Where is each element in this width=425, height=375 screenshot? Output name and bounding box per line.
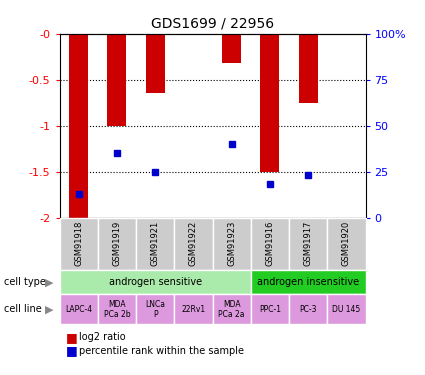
Bar bbox=[60, 294, 98, 324]
Text: GSM91922: GSM91922 bbox=[189, 221, 198, 266]
Text: androgen insensitive: androgen insensitive bbox=[257, 277, 359, 287]
Bar bbox=[289, 294, 327, 324]
Text: ■: ■ bbox=[66, 331, 78, 344]
Bar bbox=[251, 270, 366, 294]
Text: GSM91923: GSM91923 bbox=[227, 221, 236, 266]
Bar bbox=[136, 294, 174, 324]
Text: LAPC-4: LAPC-4 bbox=[65, 305, 92, 314]
Bar bbox=[222, 34, 241, 63]
Bar bbox=[327, 294, 366, 324]
Bar bbox=[212, 217, 251, 270]
Text: ■: ■ bbox=[66, 344, 78, 357]
Bar bbox=[260, 34, 280, 172]
Text: log2 ratio: log2 ratio bbox=[79, 333, 125, 342]
Text: MDA
PCa 2b: MDA PCa 2b bbox=[104, 300, 130, 319]
Text: GSM91918: GSM91918 bbox=[74, 221, 83, 266]
Bar bbox=[251, 294, 289, 324]
Bar bbox=[174, 294, 212, 324]
Text: GDS1699 / 22956: GDS1699 / 22956 bbox=[151, 17, 274, 31]
Bar bbox=[327, 217, 366, 270]
Bar bbox=[251, 217, 289, 270]
Bar bbox=[174, 217, 212, 270]
Bar bbox=[98, 217, 136, 270]
Text: cell type: cell type bbox=[4, 277, 46, 287]
Bar bbox=[289, 217, 327, 270]
Text: PC-3: PC-3 bbox=[299, 305, 317, 314]
Text: GSM91917: GSM91917 bbox=[303, 221, 313, 266]
Bar bbox=[145, 34, 164, 93]
Text: DU 145: DU 145 bbox=[332, 305, 360, 314]
Text: GSM91921: GSM91921 bbox=[150, 221, 160, 266]
Text: cell line: cell line bbox=[4, 304, 42, 314]
Text: androgen sensitive: androgen sensitive bbox=[108, 277, 202, 287]
Text: GSM91920: GSM91920 bbox=[342, 221, 351, 266]
Bar bbox=[107, 34, 127, 126]
Text: ▶: ▶ bbox=[45, 304, 53, 314]
Text: percentile rank within the sample: percentile rank within the sample bbox=[79, 346, 244, 355]
Text: GSM91919: GSM91919 bbox=[112, 221, 122, 266]
Bar bbox=[98, 294, 136, 324]
Bar bbox=[136, 217, 174, 270]
Text: ▶: ▶ bbox=[45, 277, 53, 287]
Bar bbox=[212, 294, 251, 324]
Text: MDA
PCa 2a: MDA PCa 2a bbox=[218, 300, 245, 319]
Text: 22Rv1: 22Rv1 bbox=[181, 305, 205, 314]
Text: LNCa
P: LNCa P bbox=[145, 300, 165, 319]
Bar bbox=[60, 217, 98, 270]
Text: GSM91916: GSM91916 bbox=[265, 221, 275, 266]
Bar bbox=[298, 34, 317, 103]
Text: PPC-1: PPC-1 bbox=[259, 305, 281, 314]
Bar bbox=[60, 270, 251, 294]
Bar bbox=[69, 34, 88, 218]
